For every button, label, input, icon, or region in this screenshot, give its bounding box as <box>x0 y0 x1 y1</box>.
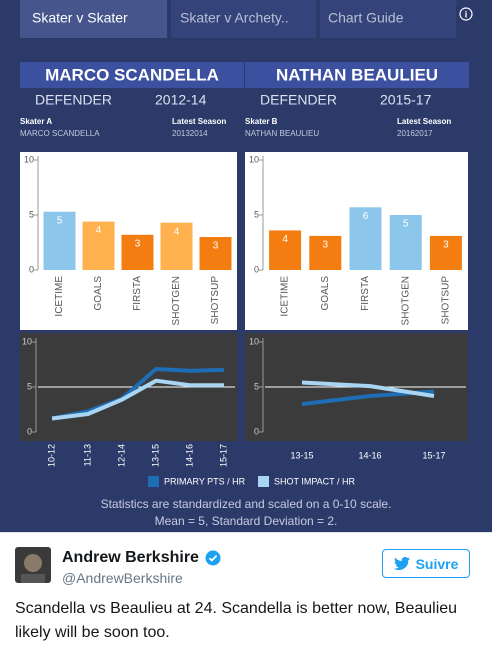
info-icon-glyph: i <box>465 9 468 19</box>
legend-label: PRIMARY PTS / HR <box>164 476 246 486</box>
value-label: 3 <box>323 240 329 251</box>
bar <box>199 237 232 270</box>
x-tick-label: 10-12 <box>46 444 56 467</box>
x-tick-label: SHOTGEN <box>171 276 182 325</box>
tab-label: Chart Guide <box>328 10 404 26</box>
footnote: Statistics are standardized and scaled o… <box>101 497 392 511</box>
x-tick-label: ICETIME <box>280 276 291 317</box>
bar <box>389 215 422 270</box>
x-tick-label: SHOTSUP <box>210 276 221 325</box>
info-icon[interactable] <box>459 7 473 21</box>
y-tick-label: 5 <box>254 209 259 219</box>
bar <box>269 230 302 270</box>
y-tick-label: 0 <box>254 264 259 274</box>
author-name[interactable]: Andrew Berkshire <box>62 549 199 566</box>
skater-label: Skater A <box>20 117 52 126</box>
player-position: DEFENDER <box>35 92 112 108</box>
value-label: 3 <box>443 240 449 251</box>
tab-label: Skater v Skater <box>32 10 128 26</box>
value-label: 6 <box>363 211 369 222</box>
x-tick-label: 11-13 <box>82 444 92 466</box>
tab-active[interactable] <box>20 0 167 38</box>
x-tick-label: SHOTGEN <box>400 276 411 325</box>
line-series <box>51 378 224 421</box>
bird-icon <box>393 557 410 570</box>
follow-label: Suivre <box>415 555 459 572</box>
x-tick-label: SHOTSUP <box>441 276 452 325</box>
x-tick-label: 14-16 <box>184 444 194 467</box>
bar <box>429 235 462 270</box>
value-label: 4 <box>282 234 288 245</box>
player-years: 2012-14 <box>155 92 207 108</box>
skater-label: Skater B <box>245 117 278 126</box>
skater-value: MARCO SCANDELLA <box>20 129 100 138</box>
y-tick-label: 0 <box>254 426 259 436</box>
player-banner <box>20 62 244 88</box>
y-tick-label: 10 <box>22 336 32 346</box>
bar <box>309 235 342 270</box>
player-years: 2015-17 <box>380 92 432 108</box>
dashboard: Skater v Skater Skater v Archety.. Chart… <box>0 0 492 532</box>
bar <box>82 221 115 270</box>
legend-swatch <box>258 476 269 487</box>
tab[interactable] <box>320 0 456 38</box>
x-tick-label: 13-15 <box>290 450 313 460</box>
x-tick-label: GOALS <box>320 276 331 311</box>
legend-label: SHOT IMPACT / HR <box>274 476 356 486</box>
bar <box>160 222 193 270</box>
x-tick-label: 12-14 <box>116 444 126 467</box>
x-tick-label: 13-15 <box>150 444 160 467</box>
author-handle[interactable]: @AndrewBerkshire <box>62 570 183 586</box>
season-value: 20162017 <box>397 129 433 138</box>
follow-button[interactable]: Suivre <box>382 549 470 578</box>
bar <box>121 234 154 270</box>
x-tick-label: 15-17 <box>218 444 228 467</box>
y-tick-label: 5 <box>27 381 32 391</box>
bar <box>43 211 76 270</box>
y-tick-label: 5 <box>254 381 259 391</box>
x-tick-label: FIRSTA <box>360 276 371 311</box>
verified-badge <box>205 550 221 566</box>
value-label: 4 <box>174 226 180 237</box>
y-tick-label: 5 <box>29 209 34 219</box>
tab-label: Skater v Archety.. <box>180 10 289 26</box>
player-name: NATHAN BEAULIEU <box>276 65 438 84</box>
tab[interactable] <box>171 0 316 38</box>
line-series <box>51 367 225 421</box>
y-tick-label: 10 <box>249 336 259 346</box>
y-tick-label: 10 <box>249 154 259 164</box>
x-tick-label: GOALS <box>93 276 104 311</box>
bar <box>349 207 382 270</box>
player-banner <box>245 62 469 88</box>
value-label: 5 <box>57 215 63 226</box>
y-tick-label: 10 <box>24 154 34 164</box>
value-label: 5 <box>403 219 409 230</box>
season-label: Latest Season <box>172 117 226 126</box>
avatar[interactable] <box>15 547 51 583</box>
skater-value: NATHAN BEAULIEU <box>245 129 319 138</box>
player-position: DEFENDER <box>260 92 337 108</box>
x-tick-label: 14-16 <box>358 450 381 460</box>
player-name: MARCO SCANDELLA <box>45 65 219 84</box>
tweet: Andrew Berkshire @AndrewBerkshire Suivre… <box>0 532 492 647</box>
x-tick-label: FIRSTA <box>132 276 143 311</box>
value-label: 3 <box>213 241 219 252</box>
y-tick-label: 0 <box>29 264 34 274</box>
x-tick-label: ICETIME <box>54 276 65 317</box>
value-label: 3 <box>135 238 141 249</box>
x-tick-label: 15-17 <box>422 450 445 460</box>
footnote: Mean = 5, Standard Deviation = 2. <box>155 514 338 528</box>
y-tick-label: 0 <box>27 426 32 436</box>
season-label: Latest Season <box>397 117 451 126</box>
value-label: 4 <box>96 225 102 236</box>
legend-swatch <box>148 476 159 487</box>
season-value: 20132014 <box>172 129 208 138</box>
tweet-text: Scandella vs Beaulieu at 24. Scandella i… <box>15 600 458 641</box>
line-series <box>301 380 435 398</box>
